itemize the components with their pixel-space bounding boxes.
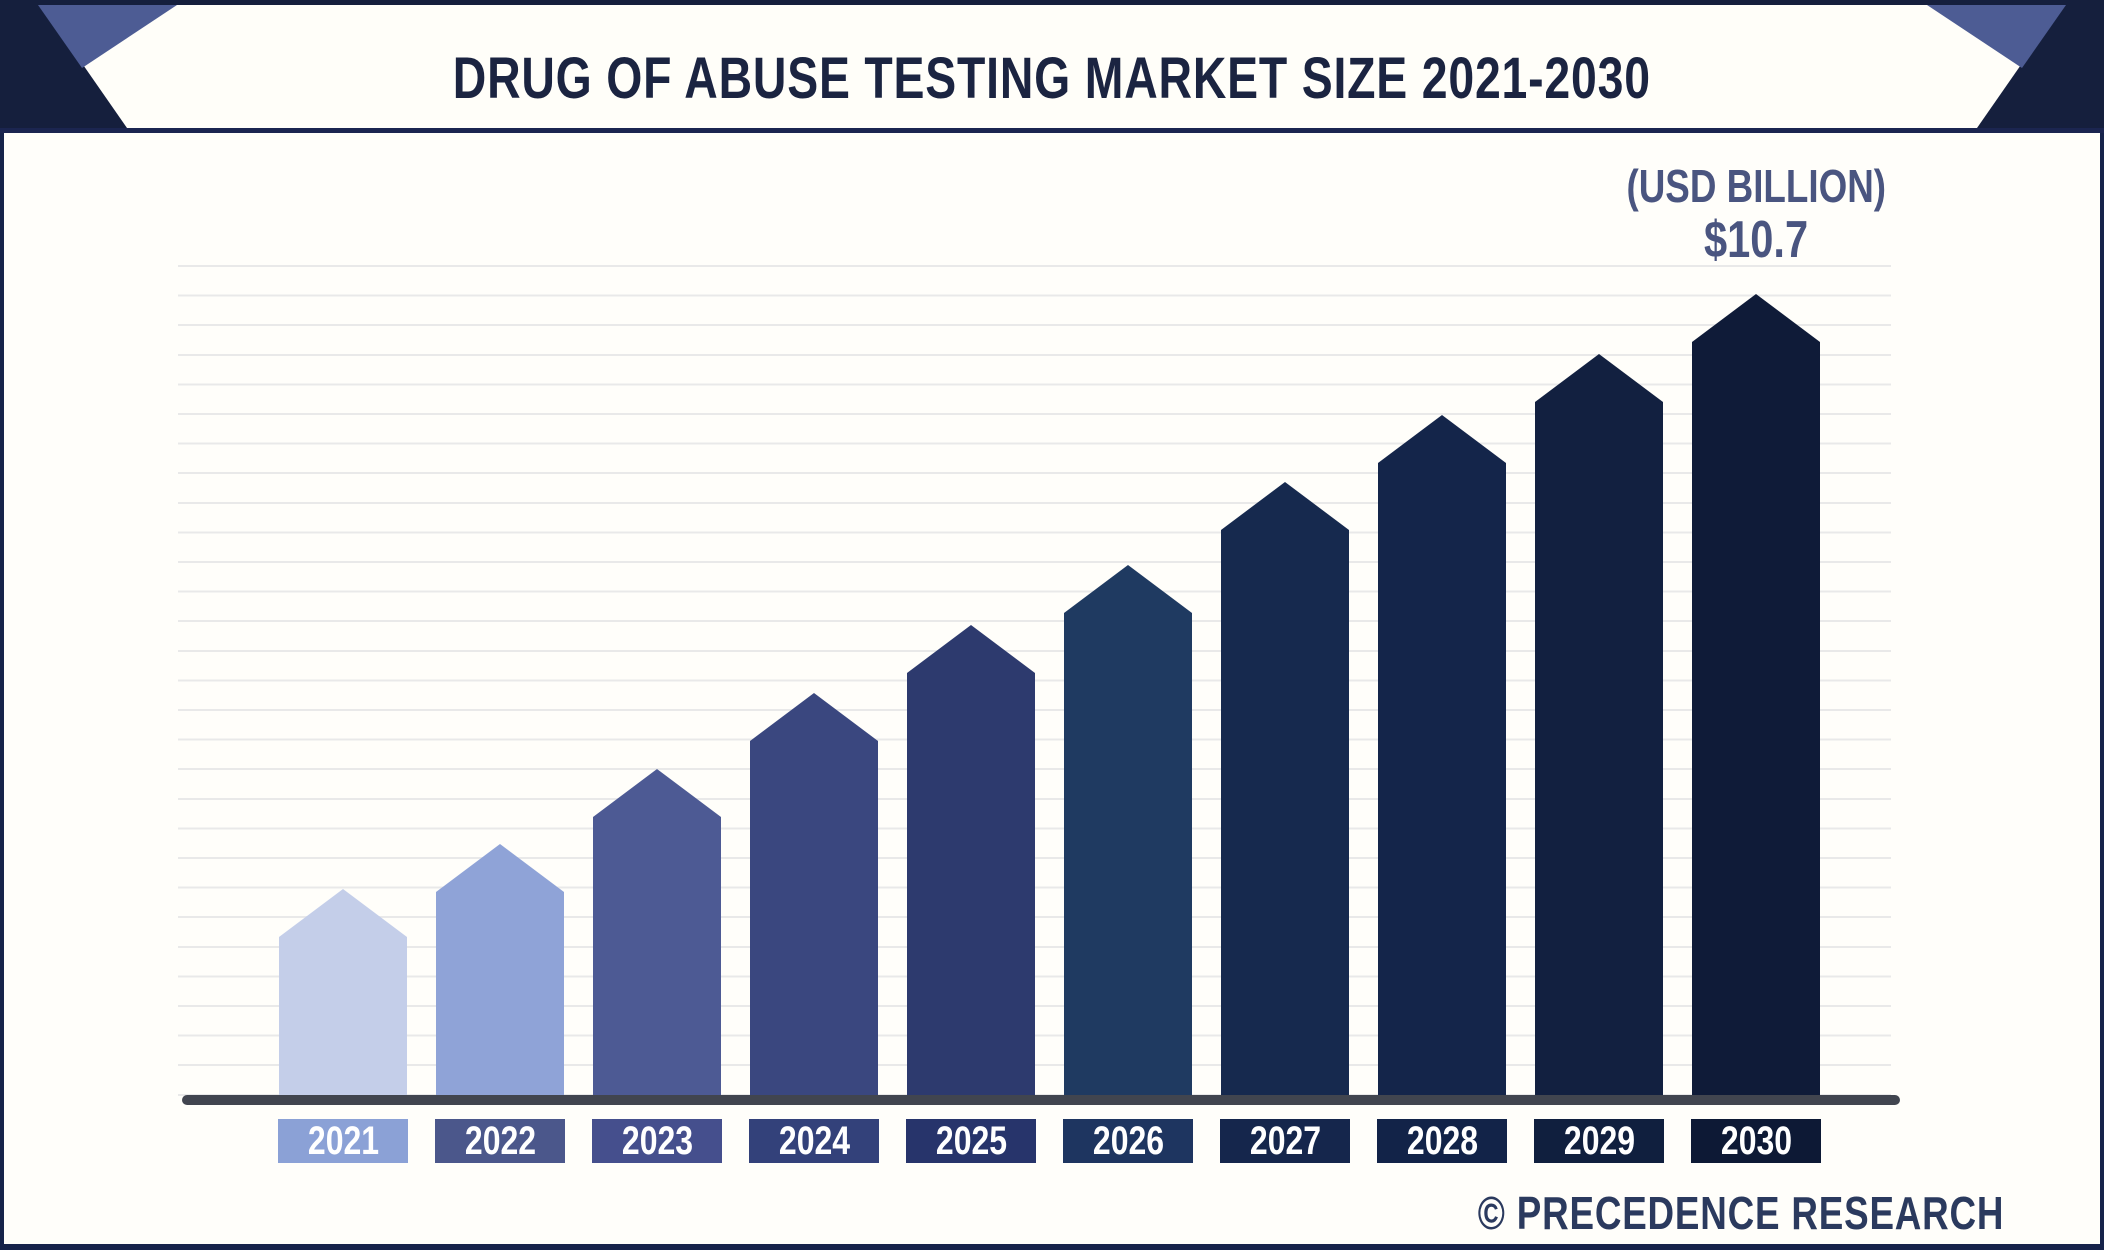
- unit-label: (USD BILLION): [1556, 160, 1956, 212]
- year-label-2026: 2026: [1063, 1119, 1193, 1163]
- year-label-2027: 2027: [1220, 1119, 1350, 1163]
- year-label-text: 2026: [1092, 1118, 1164, 1163]
- year-label-2024: 2024: [749, 1119, 879, 1163]
- value-label-text: $10.7: [1703, 210, 1809, 269]
- header-corner-right: [1922, 0, 2104, 130]
- unit-label-text: (USD BILLION): [1626, 160, 1886, 212]
- page-title-text: DRUG OF ABUSE TESTING MARKET SIZE 2021-2…: [452, 45, 1652, 111]
- header-corner-left: [0, 0, 182, 130]
- year-label-text: 2029: [1563, 1118, 1635, 1163]
- year-label-2022: 2022: [435, 1119, 565, 1163]
- year-label-2030: 2030: [1691, 1119, 1821, 1163]
- bar-2025: [907, 625, 1035, 1100]
- year-label-2028: 2028: [1377, 1119, 1507, 1163]
- bar-2030: [1692, 294, 1820, 1100]
- year-label-2023: 2023: [592, 1119, 722, 1163]
- bar-2021: [279, 889, 407, 1100]
- bar-2028: [1378, 415, 1506, 1100]
- year-label-text: 2023: [621, 1118, 693, 1163]
- watermark-text: © PRECEDENCE RESEARCH: [1477, 1187, 2005, 1239]
- year-label-2029: 2029: [1534, 1119, 1664, 1163]
- watermark: © PRECEDENCE RESEARCH: [1412, 1186, 2070, 1240]
- bar-2023: [593, 769, 721, 1100]
- x-axis-line: [182, 1095, 1900, 1105]
- year-label-text: 2024: [778, 1118, 850, 1163]
- year-label-text: 2028: [1406, 1118, 1478, 1163]
- header: DRUG OF ABUSE TESTING MARKET SIZE 2021-2…: [0, 0, 2104, 133]
- year-label-text: 2021: [307, 1118, 379, 1163]
- year-label-text: 2030: [1720, 1118, 1792, 1163]
- bar-2026: [1064, 565, 1192, 1100]
- year-label-text: 2025: [935, 1118, 1007, 1163]
- chart-annotation: (USD BILLION) $10.7: [1556, 160, 1956, 268]
- value-label: $10.7: [1556, 212, 1956, 268]
- header-top-strip: [0, 0, 2104, 5]
- year-label-2021: 2021: [278, 1119, 408, 1163]
- bar-2029: [1535, 354, 1663, 1100]
- page-title: DRUG OF ABUSE TESTING MARKET SIZE 2021-2…: [0, 0, 2104, 142]
- year-label-text: 2022: [464, 1118, 536, 1163]
- year-label-2025: 2025: [906, 1119, 1036, 1163]
- year-label-text: 2027: [1249, 1118, 1321, 1163]
- bar-2022: [436, 844, 564, 1100]
- bar-2027: [1221, 482, 1349, 1100]
- bar-2024: [750, 693, 878, 1100]
